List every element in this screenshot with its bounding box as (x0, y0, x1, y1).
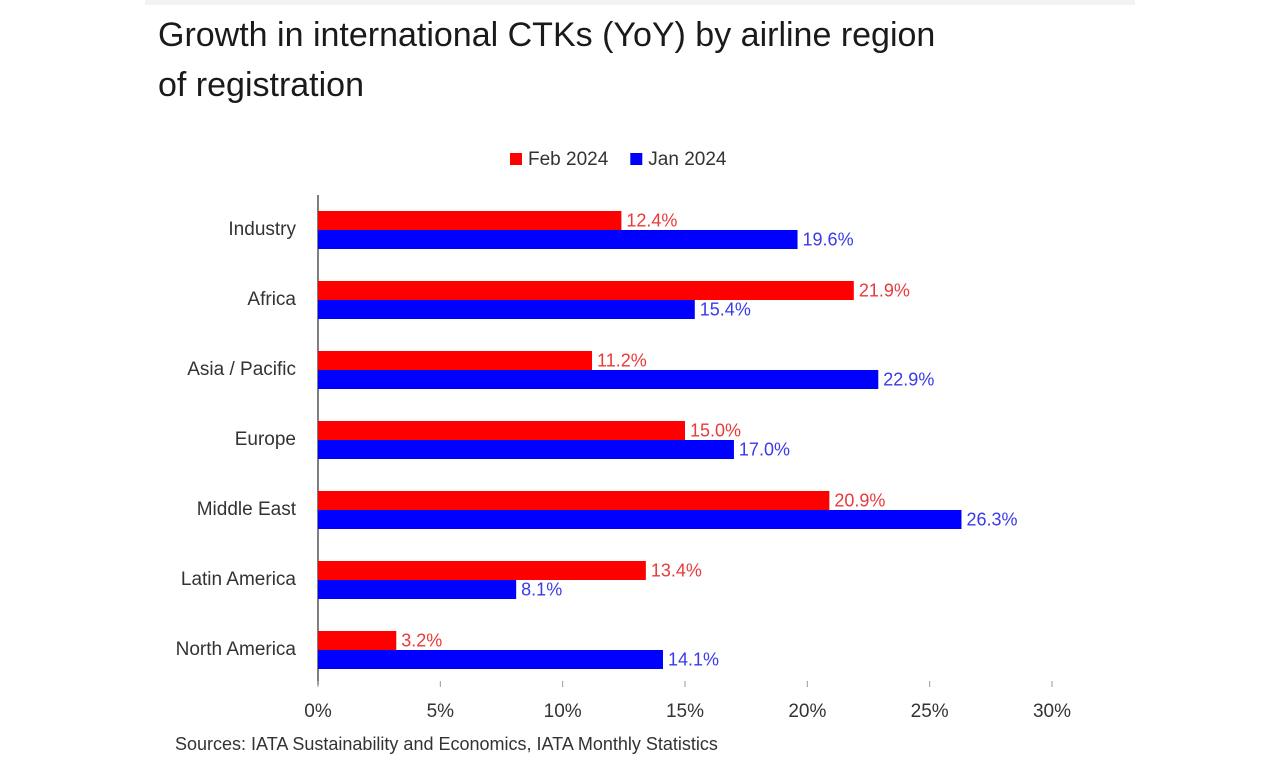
bar (318, 300, 695, 319)
x-tick-label: 0% (304, 701, 332, 722)
value-label: 15.0% (690, 420, 741, 440)
value-label: 3.2% (401, 630, 442, 650)
y-tick-label: Africa (247, 289, 296, 310)
bar (318, 421, 685, 440)
value-label: 26.3% (966, 509, 1017, 529)
value-label: 8.1% (521, 579, 562, 599)
value-label: 20.9% (834, 490, 885, 510)
value-label: 13.4% (651, 560, 702, 580)
bar (318, 561, 646, 580)
value-label: 11.2% (597, 350, 647, 370)
bar (318, 281, 854, 300)
bar (318, 491, 830, 510)
y-tick-label: Europe (235, 429, 296, 450)
bar (318, 230, 798, 249)
top-strip (145, 0, 1135, 5)
value-label: 19.6% (803, 229, 854, 249)
chart-title: Growth in international CTKs (YoY) by ai… (158, 16, 936, 104)
source-note: Sources: IATA Sustainability and Economi… (175, 734, 718, 754)
x-tick-label: 15% (666, 701, 704, 722)
x-tick-label: 30% (1033, 701, 1071, 722)
legend-label: Feb 2024 (528, 149, 609, 170)
x-tick-label: 20% (788, 701, 826, 722)
value-label: 12.4% (626, 210, 677, 230)
x-tick-label: 10% (544, 701, 582, 722)
bar (318, 351, 593, 370)
y-tick-label: Middle East (197, 499, 297, 520)
value-label: 17.0% (739, 439, 790, 459)
bar (318, 211, 622, 230)
value-label: 22.9% (883, 369, 934, 389)
bar (318, 370, 879, 389)
value-label: 15.4% (700, 299, 751, 319)
legend-swatch (630, 153, 643, 165)
x-tick-label: 25% (911, 701, 949, 722)
y-tick-label: Industry (228, 219, 296, 240)
bar (318, 440, 734, 459)
legend-swatch (510, 153, 522, 165)
y-tick-label: Asia / Pacific (187, 359, 296, 380)
x-tick-label: 5% (427, 701, 455, 722)
bar (318, 631, 397, 650)
y-tick-label: Latin America (181, 569, 297, 590)
bar (318, 580, 517, 599)
y-tick-label: North America (176, 639, 297, 660)
bar (318, 510, 962, 529)
value-label: 14.1% (668, 649, 719, 669)
value-label: 21.9% (859, 280, 910, 300)
legend-label: Jan 2024 (648, 149, 727, 170)
bar (318, 650, 663, 669)
